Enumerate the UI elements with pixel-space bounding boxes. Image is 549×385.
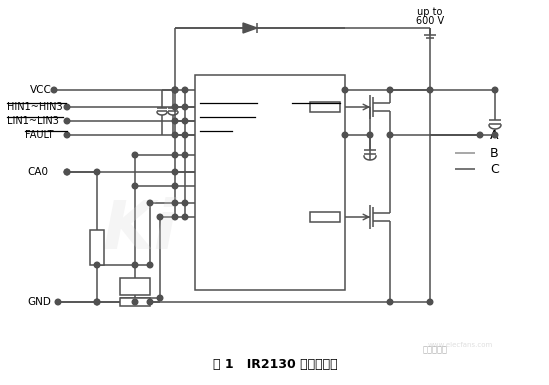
Text: A: A bbox=[490, 129, 498, 142]
Circle shape bbox=[182, 87, 188, 93]
Circle shape bbox=[132, 183, 138, 189]
Circle shape bbox=[182, 118, 188, 124]
Circle shape bbox=[94, 262, 100, 268]
Text: VSS: VSS bbox=[200, 199, 217, 208]
Bar bbox=[120, 298, 150, 306]
Text: VB1~VB3: VB1~VB3 bbox=[296, 85, 340, 94]
Circle shape bbox=[157, 295, 163, 301]
Circle shape bbox=[427, 299, 433, 305]
Circle shape bbox=[172, 169, 178, 175]
Circle shape bbox=[172, 118, 178, 124]
Circle shape bbox=[172, 152, 178, 158]
Text: HIN1~HIN3: HIN1~HIN3 bbox=[7, 102, 63, 112]
Text: B: B bbox=[490, 147, 498, 159]
Bar bbox=[120, 278, 150, 295]
Circle shape bbox=[387, 87, 393, 93]
Text: LIN1~LIN3: LIN1~LIN3 bbox=[200, 117, 248, 126]
Text: CA-: CA- bbox=[200, 181, 215, 191]
Circle shape bbox=[94, 169, 100, 175]
Circle shape bbox=[157, 214, 163, 220]
Text: LIN1~LIN3: LIN1~LIN3 bbox=[7, 116, 59, 126]
Circle shape bbox=[342, 87, 348, 93]
Circle shape bbox=[172, 87, 178, 93]
Bar bbox=[310, 102, 340, 112]
Circle shape bbox=[182, 152, 188, 158]
Circle shape bbox=[94, 299, 100, 305]
Text: CA0: CA0 bbox=[200, 167, 218, 176]
Circle shape bbox=[172, 183, 178, 189]
Circle shape bbox=[427, 87, 433, 93]
Circle shape bbox=[64, 132, 70, 138]
Circle shape bbox=[182, 104, 188, 110]
Text: FAULT: FAULT bbox=[200, 131, 226, 139]
Text: VCC: VCC bbox=[200, 85, 220, 95]
Circle shape bbox=[492, 132, 498, 138]
Text: C: C bbox=[490, 162, 498, 176]
Text: FAULT: FAULT bbox=[25, 130, 53, 140]
Circle shape bbox=[147, 299, 153, 305]
Circle shape bbox=[64, 169, 70, 175]
Text: 600 V: 600 V bbox=[416, 16, 444, 26]
Circle shape bbox=[477, 132, 483, 138]
Text: VS0: VS0 bbox=[200, 213, 217, 221]
Bar bbox=[195, 75, 345, 290]
Circle shape bbox=[132, 152, 138, 158]
Circle shape bbox=[64, 169, 70, 175]
Text: LO1~LO3: LO1~LO3 bbox=[298, 213, 340, 221]
Text: ITRIP: ITRIP bbox=[200, 151, 222, 159]
Circle shape bbox=[132, 299, 138, 305]
Circle shape bbox=[51, 87, 57, 93]
Text: VCC: VCC bbox=[30, 85, 52, 95]
Circle shape bbox=[64, 118, 70, 124]
Text: 图 1   IR2130 的典型电路: 图 1 IR2130 的典型电路 bbox=[212, 358, 337, 372]
Circle shape bbox=[172, 87, 178, 93]
Text: up to: up to bbox=[417, 7, 442, 17]
Circle shape bbox=[132, 262, 138, 268]
Text: GND: GND bbox=[27, 297, 51, 307]
Circle shape bbox=[342, 132, 348, 138]
Text: VS1~VS3: VS1~VS3 bbox=[297, 131, 340, 139]
Circle shape bbox=[387, 299, 393, 305]
Bar bbox=[310, 212, 340, 222]
Circle shape bbox=[492, 87, 498, 93]
Polygon shape bbox=[243, 23, 257, 33]
Circle shape bbox=[147, 262, 153, 268]
Circle shape bbox=[172, 214, 178, 220]
Circle shape bbox=[387, 132, 393, 138]
Circle shape bbox=[172, 200, 178, 206]
Circle shape bbox=[182, 132, 188, 138]
Bar bbox=[90, 230, 104, 265]
Text: Ki: Ki bbox=[103, 197, 177, 263]
Circle shape bbox=[55, 299, 61, 305]
Text: HO1~HO3: HO1~HO3 bbox=[294, 102, 340, 112]
Text: HIN1~HIN3: HIN1~HIN3 bbox=[200, 102, 251, 112]
Circle shape bbox=[367, 132, 373, 138]
Circle shape bbox=[182, 214, 188, 220]
Circle shape bbox=[147, 200, 153, 206]
Circle shape bbox=[172, 104, 178, 110]
Circle shape bbox=[94, 299, 100, 305]
Circle shape bbox=[64, 104, 70, 110]
Circle shape bbox=[172, 132, 178, 138]
Circle shape bbox=[182, 200, 188, 206]
Circle shape bbox=[172, 87, 178, 93]
Text: CA0: CA0 bbox=[27, 167, 48, 177]
Text: www.elecfans.com: www.elecfans.com bbox=[427, 342, 492, 348]
Text: 电子发烧友: 电子发烧友 bbox=[423, 345, 447, 355]
